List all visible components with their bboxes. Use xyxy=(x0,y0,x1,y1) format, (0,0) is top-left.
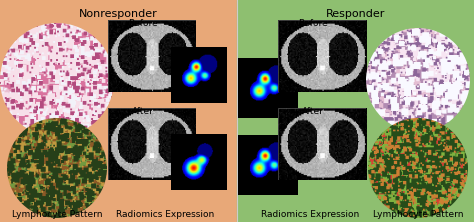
Bar xyxy=(237,0,474,222)
Text: Before: Before xyxy=(128,19,158,28)
Text: Radiomics Expression: Radiomics Expression xyxy=(116,210,214,219)
Text: Lymphocyte Pattern: Lymphocyte Pattern xyxy=(12,210,102,219)
Text: Responder: Responder xyxy=(326,9,386,19)
Text: Lymphocyte Pattern: Lymphocyte Pattern xyxy=(373,210,463,219)
Text: After: After xyxy=(302,107,324,116)
Text: Before: Before xyxy=(298,19,328,28)
Text: After: After xyxy=(132,107,154,116)
Text: Radiomics Expression: Radiomics Expression xyxy=(261,210,359,219)
Text: Nonresponder: Nonresponder xyxy=(79,9,157,19)
Bar xyxy=(0,0,237,222)
